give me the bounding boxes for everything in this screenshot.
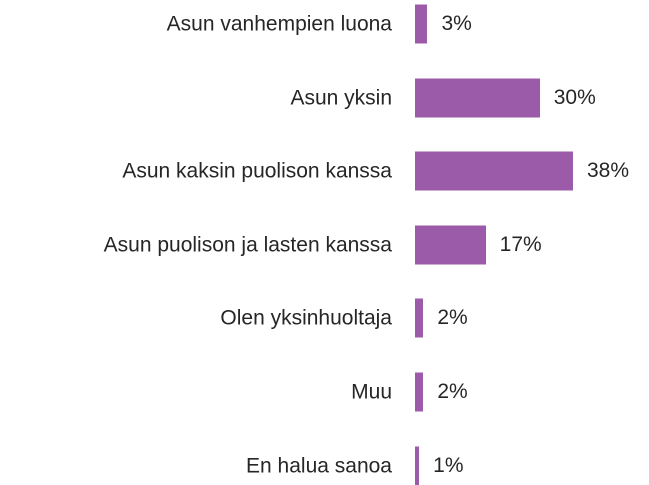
category-text: En halua sanoa [246,454,392,478]
value-label: 1% [433,453,464,477]
category-label: Muu [0,380,392,405]
value-label: 2% [437,306,468,330]
value-label: 17% [499,232,542,256]
bar [415,151,573,191]
bar [415,4,428,44]
category-label: En halua sanoa [0,453,392,478]
bar [415,225,486,265]
bar [415,298,424,338]
value-label: 3% [441,12,472,35]
category-label: Asun kaksin puolison kanssa [0,159,392,184]
bar [415,446,420,485]
category-text: Olen yksinhuoltaja [220,306,392,330]
value-label: 2% [437,380,468,403]
bar [415,78,540,118]
value-label: 30% [553,85,596,109]
category-text: Asun vanhempien luona [166,12,392,36]
category-text: Asun yksin [290,86,392,110]
category-text: Asun puolison ja lasten kanssa [103,233,392,257]
category-text: Asun kaksin puolison kanssa [122,159,392,183]
category-label: Asun puolison ja lasten kanssa [0,232,392,257]
category-label: Olen yksinhuoltaja [0,306,392,331]
value-label: 38% [587,159,630,183]
category-text: Muu [351,380,392,404]
category-label: Asun vanhempien luona [0,12,392,37]
bar [415,372,424,412]
category-label: Asun yksin [0,85,392,110]
